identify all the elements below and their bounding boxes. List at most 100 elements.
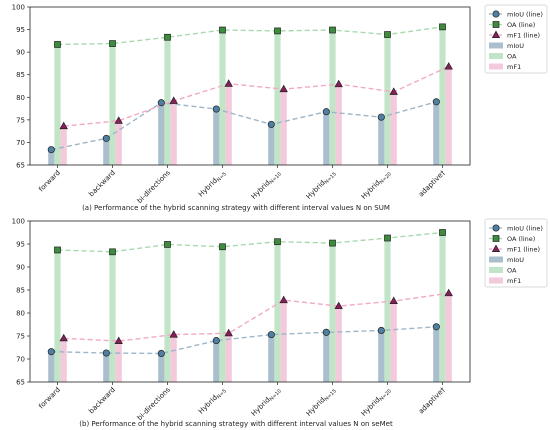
y-tick-label: 85 <box>16 287 25 295</box>
legend: mIoU (line) OA (line) mF1 (line) mIoU OA mF1 <box>484 4 548 74</box>
bar-miou-4 <box>268 334 275 382</box>
x-tick-label-1: backward <box>87 169 117 199</box>
bar-miou-4 <box>268 124 275 165</box>
point-mf1-6 <box>389 87 398 95</box>
bar-mf1-1 <box>115 341 122 382</box>
bar-mf1-7 <box>445 66 452 165</box>
bar-oa-5 <box>329 243 336 382</box>
x-tick-label-0: forward <box>37 169 62 194</box>
bar-mf1-0 <box>60 126 67 165</box>
point-mf1-4 <box>279 295 288 304</box>
point-mf1-7 <box>444 62 453 70</box>
bar-mf1-5 <box>335 84 342 165</box>
point-oa-2 <box>164 33 171 41</box>
bar-mf1-6 <box>390 301 397 382</box>
plot-frame <box>29 6 471 166</box>
y-tick-label: 65 <box>16 162 25 170</box>
bar-miou-5 <box>323 111 330 165</box>
legend-label: mF1 (line) <box>507 246 540 254</box>
line-mf1 <box>63 292 449 342</box>
legend-label: OA (line) <box>507 235 535 243</box>
x-tick-label-6: HybridN=20 <box>360 169 393 202</box>
y-tick-label: 90 <box>16 264 25 272</box>
x-tick-label-2: bi-directions <box>136 386 172 422</box>
legend-label: OA (line) <box>507 21 535 29</box>
caption-b: (b) Performance of the hybrid scanning s… <box>79 420 393 428</box>
legend-circle-marker <box>492 224 500 232</box>
x-tick-label-3: HybridN=5 <box>197 386 228 417</box>
y-tick-label: 80 <box>16 310 25 318</box>
bar-oa-1 <box>109 43 116 165</box>
point-miou-3 <box>212 337 220 345</box>
point-mf1-2 <box>169 96 178 104</box>
x-tick-label-0: forward <box>37 386 62 411</box>
point-oa-0 <box>54 41 61 48</box>
bar-miou-7 <box>433 101 440 165</box>
bar-oa-2 <box>164 37 171 166</box>
x-tick-label-3: HybridN=5 <box>197 169 228 200</box>
point-mf1-3 <box>224 79 233 87</box>
legend-triangle-marker <box>491 244 501 252</box>
point-miou-6 <box>377 113 385 121</box>
point-oa-0 <box>54 246 61 254</box>
bar-mf1-3 <box>225 83 232 165</box>
bar-miou-3 <box>213 340 220 382</box>
point-oa-3 <box>219 26 226 34</box>
y-tick-label: 75 <box>16 333 25 341</box>
point-oa-7 <box>439 229 446 236</box>
bar-oa-6 <box>384 34 391 166</box>
bar-mf1-2 <box>170 334 177 382</box>
bar-miou-6 <box>378 330 385 382</box>
y-tick-label: 70 <box>16 356 25 364</box>
bar-mf1-4 <box>280 89 287 165</box>
y-tick-label: 100 <box>12 4 25 12</box>
point-miou-5 <box>322 328 330 336</box>
point-miou-2 <box>157 349 165 358</box>
bar-miou-6 <box>378 117 385 165</box>
point-miou-1 <box>102 134 110 142</box>
point-mf1-1 <box>114 336 123 345</box>
point-oa-6 <box>384 234 391 242</box>
bar-oa-0 <box>54 249 61 382</box>
bar-mf1-0 <box>60 338 67 382</box>
bar-miou-0 <box>48 149 55 165</box>
line-mf1 <box>63 65 449 127</box>
point-miou-3 <box>212 105 220 113</box>
bar-oa-6 <box>384 238 391 382</box>
legend-label: OA <box>507 53 517 61</box>
legend-triangle-marker <box>491 30 501 38</box>
y-tick-label: 85 <box>16 71 25 79</box>
x-tick-label-7: adaptive† <box>417 168 447 198</box>
legend-square-marker <box>492 235 500 242</box>
point-oa-3 <box>219 243 226 251</box>
point-oa-7 <box>439 23 446 31</box>
point-mf1-2 <box>169 330 178 338</box>
legend-label: mIoU <box>507 256 524 264</box>
y-tick-label: 70 <box>16 139 25 147</box>
point-miou-0 <box>47 348 55 356</box>
bar-miou-1 <box>103 138 110 165</box>
legend-bar-swatch <box>489 42 503 49</box>
bar-oa-0 <box>54 44 61 166</box>
bar-mf1-2 <box>170 100 177 165</box>
x-tick-label-5: HybridN=15 <box>305 169 338 202</box>
point-mf1-3 <box>224 328 233 337</box>
legend-label: mF1 <box>507 63 521 71</box>
point-mf1-5 <box>334 79 343 88</box>
bar-mf1-1 <box>115 120 122 165</box>
point-mf1-5 <box>334 301 343 310</box>
point-miou-1 <box>102 349 110 357</box>
legend-bar-swatch <box>489 63 503 70</box>
point-oa-2 <box>164 241 171 248</box>
y-tick-label: 80 <box>16 94 25 102</box>
legend-bar-swatch <box>489 277 503 284</box>
bar-oa-7 <box>439 232 446 382</box>
legend-square-marker <box>492 21 500 28</box>
bar-oa-2 <box>164 244 171 382</box>
legend-label: mF1 <box>507 277 521 285</box>
point-miou-7 <box>432 323 440 331</box>
caption-a: (a) Performance of the hybrid scanning s… <box>82 204 390 212</box>
line-oa <box>57 26 443 46</box>
point-miou-4 <box>267 120 275 128</box>
